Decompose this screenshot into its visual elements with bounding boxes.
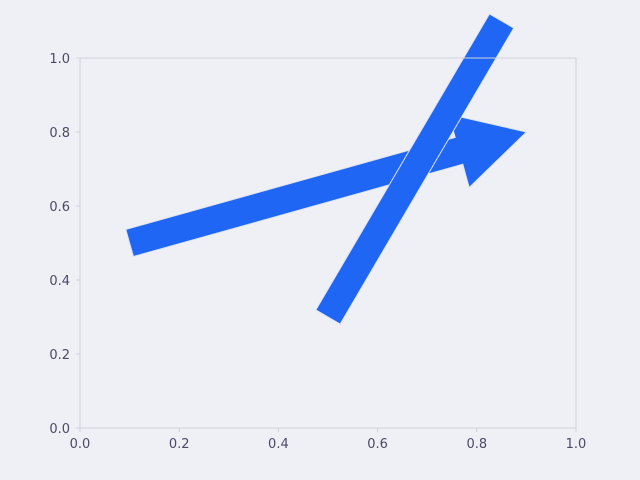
x-tick-label: 1.0	[566, 437, 587, 452]
x-axis: 0.0 0.2 0.4 0.6 0.8 1.0	[70, 428, 587, 452]
x-tick-label: 0.6	[367, 437, 388, 452]
y-tick-label: 0.0	[49, 422, 70, 437]
y-tick-label: 0.6	[49, 200, 70, 215]
x-tick-label: 0.8	[466, 437, 487, 452]
y-tick-label: 0.8	[49, 126, 70, 141]
y-tick-label: 1.0	[49, 52, 70, 67]
arrow-mark-2	[315, 13, 515, 325]
arrows-layer	[125, 13, 528, 325]
y-tick-label: 0.2	[49, 348, 70, 363]
plot-area-frame	[79, 57, 577, 429]
x-tick-label: 0.0	[70, 437, 91, 452]
x-tick-label: 0.4	[268, 437, 289, 452]
x-tick-label: 0.2	[169, 437, 190, 452]
arrow-mark-1	[125, 113, 528, 258]
y-axis: 0.0 0.2 0.4 0.6 0.8 1.0	[49, 52, 80, 437]
y-tick-label: 0.4	[49, 274, 70, 289]
